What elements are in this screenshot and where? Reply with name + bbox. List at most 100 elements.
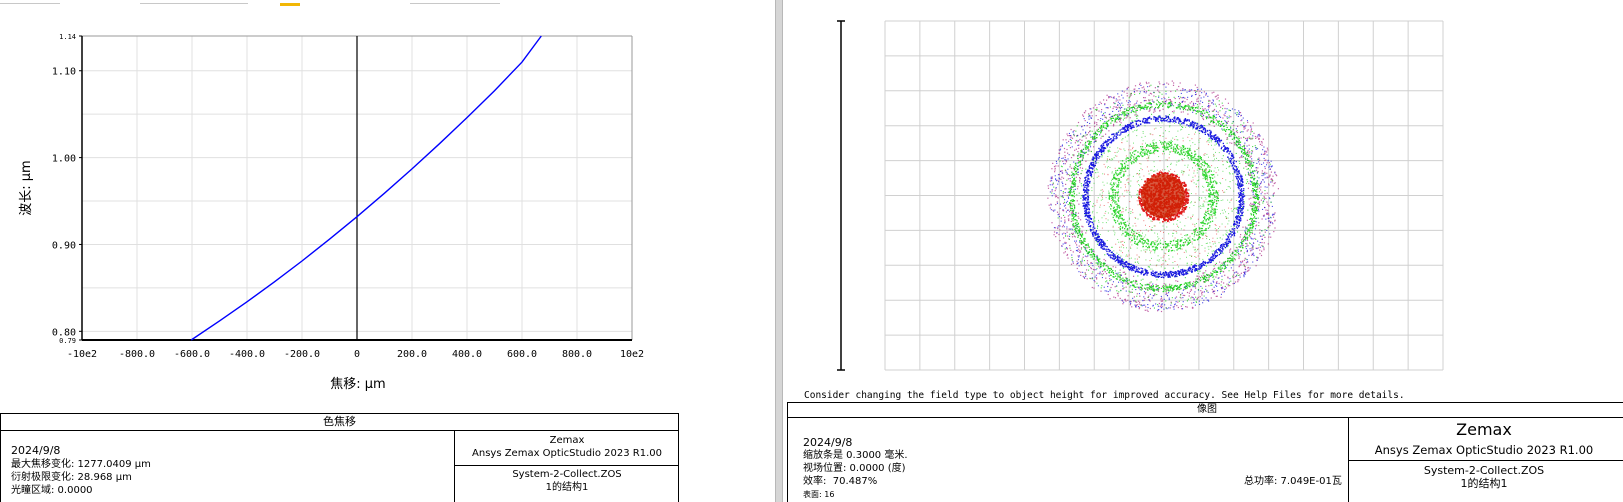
spot-point	[1264, 229, 1266, 231]
spot-point	[1195, 301, 1197, 303]
spot-point	[1056, 201, 1058, 203]
spot-point	[1080, 260, 1082, 262]
spot-point	[1095, 274, 1097, 276]
tab-3[interactable]	[410, 0, 500, 4]
spot-point	[1247, 230, 1249, 232]
spot-point	[1101, 189, 1103, 191]
spot-point	[1129, 94, 1131, 96]
spot-point	[1228, 261, 1230, 263]
spot-point	[1162, 256, 1164, 258]
spot-point	[1120, 187, 1122, 189]
spot-point	[1093, 256, 1095, 258]
spot-point	[1082, 202, 1084, 204]
spot-point	[1069, 166, 1071, 168]
spot-point	[1215, 282, 1218, 284]
spot-point	[1101, 239, 1103, 241]
spot-point	[1212, 148, 1214, 150]
spot-point	[1237, 140, 1239, 142]
spot-point	[1158, 287, 1160, 289]
spot-point	[1076, 220, 1078, 222]
spot-point	[1119, 119, 1122, 121]
spot-point	[1228, 270, 1230, 272]
spot-point	[1112, 266, 1114, 268]
spot-point	[1199, 296, 1201, 298]
spot-point	[1213, 153, 1215, 155]
spot-point	[1194, 304, 1196, 306]
spot-point	[1210, 284, 1212, 286]
spot-point	[1104, 147, 1107, 149]
spot-point	[1204, 163, 1206, 165]
spot-point	[1184, 225, 1186, 227]
tab-active-marker[interactable]	[280, 0, 300, 6]
spot-point	[1081, 258, 1083, 260]
spot-point	[1197, 110, 1199, 113]
spot-point	[1255, 207, 1257, 209]
spot-point	[1231, 155, 1233, 157]
spot-point	[1203, 291, 1205, 293]
spot-point	[1168, 273, 1170, 275]
spot-point	[1249, 204, 1251, 206]
spot-point	[1108, 139, 1110, 141]
spot-point	[1149, 99, 1151, 101]
spot-point	[1107, 151, 1109, 153]
spot-point	[1175, 280, 1177, 282]
spot-point	[1085, 210, 1087, 212]
spot-point	[1084, 147, 1086, 149]
spot-point	[1139, 91, 1141, 93]
spot-point	[1234, 254, 1236, 256]
spot-point	[1189, 284, 1191, 286]
spot-point	[1072, 217, 1074, 220]
spot-point	[1205, 288, 1207, 290]
spot-point	[1084, 143, 1086, 145]
spot-point	[1250, 213, 1252, 215]
spot-point	[1196, 268, 1198, 270]
spot-point	[1083, 153, 1085, 155]
tab-1[interactable]	[0, 0, 60, 4]
spot-point	[1251, 218, 1253, 220]
spot-point	[1066, 133, 1068, 135]
spot-point	[1178, 226, 1180, 228]
spot-point	[1243, 128, 1245, 130]
spot-point	[1220, 213, 1221, 215]
spot-point	[1253, 217, 1255, 219]
spot-point	[1051, 184, 1053, 186]
spot-point	[1198, 186, 1199, 188]
spot-point	[1137, 106, 1139, 108]
spot-point	[1166, 287, 1169, 289]
spot-point	[1072, 173, 1074, 175]
spot-point	[1074, 142, 1076, 144]
spot-point	[1117, 293, 1119, 295]
spot-point	[1153, 92, 1155, 94]
spot-point	[1239, 144, 1241, 146]
spot-point	[1105, 197, 1107, 199]
tab-2[interactable]	[140, 0, 248, 4]
spot-point	[1218, 120, 1220, 122]
pane-splitter[interactable]	[775, 0, 783, 502]
spot-point	[1251, 165, 1253, 167]
spot-point	[1160, 141, 1162, 143]
spot-point	[1248, 154, 1250, 156]
spot-point	[1197, 180, 1199, 181]
spot-point	[1266, 229, 1268, 231]
spot-point	[1253, 162, 1255, 164]
spot-point	[1145, 90, 1148, 93]
spot-point	[1222, 108, 1224, 110]
spot-point	[1078, 271, 1080, 273]
spot-point	[1101, 274, 1103, 276]
spot-point	[1091, 272, 1093, 275]
spot-point	[1259, 143, 1261, 145]
spot-point	[1068, 238, 1070, 240]
spot-point	[1182, 172, 1184, 174]
spot-point	[1130, 180, 1132, 182]
spot-point	[1209, 222, 1211, 224]
spot-point	[1248, 155, 1250, 158]
spot-point	[1122, 240, 1124, 242]
spot-point	[1202, 118, 1205, 121]
spot-point	[1241, 240, 1243, 242]
spot-point	[1238, 212, 1240, 214]
spot-point	[1205, 176, 1207, 177]
spot-point	[1272, 213, 1274, 215]
spot-point	[1095, 168, 1097, 170]
spot-point	[1233, 190, 1235, 192]
spot-point	[1224, 129, 1226, 131]
